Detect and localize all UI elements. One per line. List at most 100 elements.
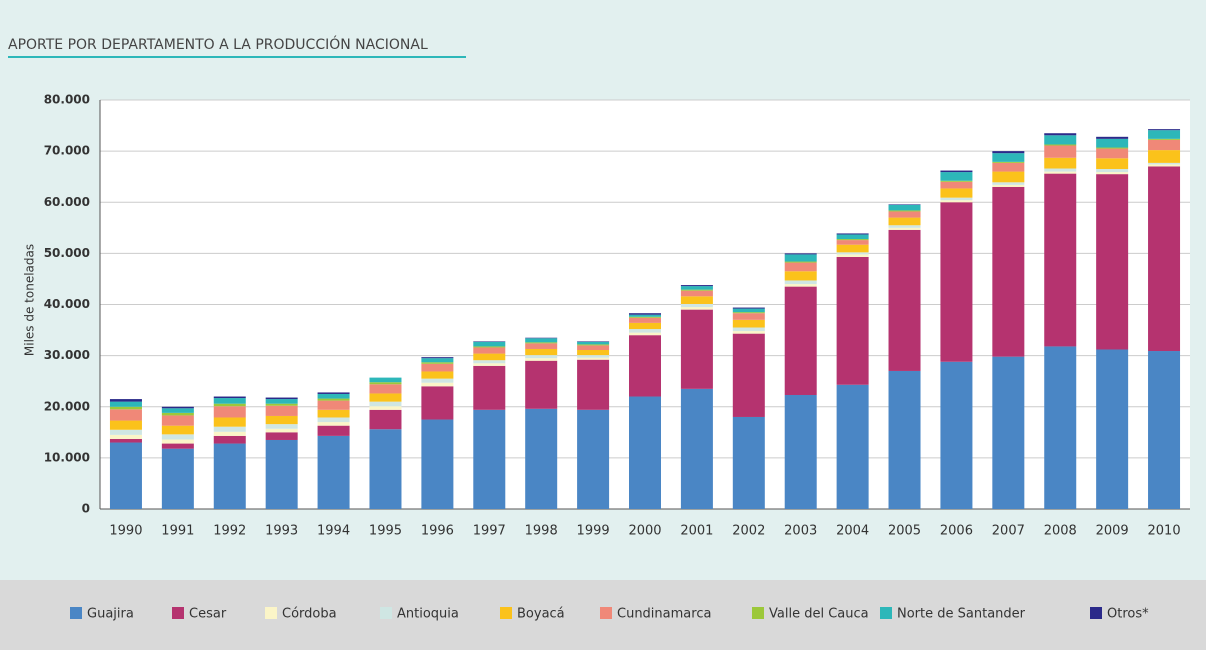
x-tick-label: 1999 (577, 524, 610, 539)
bar-segment (888, 227, 921, 230)
bar-segment (1096, 136, 1129, 139)
bar-segment (732, 327, 765, 332)
bar-segment (732, 307, 765, 309)
bar-segment (680, 289, 713, 291)
bar-segment (680, 290, 713, 297)
bar-segment (421, 358, 454, 363)
bar-segment (992, 356, 1025, 509)
bar-segment (629, 317, 661, 323)
bar-segment (473, 347, 506, 354)
x-tick-label: 2005 (888, 524, 921, 539)
bar-segment (421, 419, 454, 509)
bar-segment (680, 285, 713, 287)
bar-segment (525, 360, 558, 409)
bar-segment (940, 181, 973, 189)
y-tick-label: 80.000 (44, 93, 90, 107)
bar-segment (629, 335, 661, 397)
bar-segment (784, 284, 817, 287)
bar-segment (525, 348, 558, 356)
bar-segment (784, 253, 817, 255)
bar-segment (369, 382, 402, 385)
bar-segment (1044, 346, 1077, 509)
bar-segment (992, 153, 1025, 162)
bar-segment (940, 197, 973, 201)
x-tick-label: 2001 (680, 524, 713, 539)
bar-segment (161, 406, 194, 409)
bar-segment (473, 360, 506, 364)
bar-segment (680, 286, 713, 290)
bar-segment (888, 211, 921, 218)
bar-segment (265, 439, 298, 509)
y-tick-label: 30.000 (44, 348, 90, 362)
x-tick-label: 1997 (473, 524, 506, 539)
bar-segment (836, 239, 869, 241)
bar-segment (421, 371, 454, 379)
x-tick-label: 2009 (1096, 524, 1129, 539)
bar-segment (680, 303, 713, 308)
bar-segment (213, 398, 246, 404)
bar-segment (577, 359, 610, 410)
bar-segment (836, 254, 869, 257)
x-tick-label: 2007 (992, 524, 1025, 539)
bar-segment (265, 399, 298, 404)
bar-segment (992, 162, 1025, 172)
bar-segment (888, 204, 921, 205)
bar-segment (473, 341, 506, 347)
bar-segment (369, 401, 402, 407)
x-tick-label: 2008 (1044, 524, 1077, 539)
bar-segment (577, 355, 610, 358)
bar-segment (732, 313, 765, 320)
bar-segment (1044, 157, 1077, 169)
bar-segment (1044, 168, 1077, 172)
bar-segment (1044, 133, 1077, 136)
bar-segment (161, 415, 194, 426)
legend-label: Córdoba (282, 607, 337, 622)
bar-segment (784, 280, 817, 285)
legend-label: Boyacá (517, 607, 565, 622)
bar-segment (577, 357, 610, 360)
bar-segment (109, 420, 142, 430)
legend-label: Valle del Cauca (769, 607, 869, 622)
bar-segment (1096, 349, 1129, 509)
bar-segment (109, 434, 142, 439)
bar-segment (732, 333, 765, 417)
bar-segment (680, 296, 713, 304)
bar-segment (1096, 158, 1129, 170)
x-tick-label: 1996 (421, 524, 454, 539)
bar-segment (1148, 138, 1181, 140)
y-tick-label: 10.000 (44, 450, 90, 464)
bar-segment (1148, 166, 1181, 352)
bar-segment (629, 322, 661, 330)
bar-segment (317, 425, 350, 436)
bar-segment (369, 406, 402, 410)
bar-segment (1148, 139, 1181, 151)
bar-segment (888, 225, 921, 228)
bar-segment (940, 202, 973, 362)
bar-segment (1096, 174, 1129, 350)
bar-segment (213, 396, 246, 399)
bar-segment (732, 319, 765, 328)
legend-label: Cesar (189, 607, 227, 622)
bar-segment (525, 408, 558, 509)
bar-segment (265, 428, 298, 433)
bar-segment (369, 384, 402, 394)
bar-segment (369, 377, 402, 383)
bar-segment (369, 393, 402, 402)
bar-segment (161, 408, 194, 413)
x-tick-label: 1994 (317, 524, 350, 539)
bar-segment (784, 286, 817, 395)
bar-segment (680, 307, 713, 310)
bar-segment (473, 363, 506, 366)
bar-segment (317, 422, 350, 426)
bar-segment (992, 171, 1025, 183)
bar-segment (577, 345, 610, 351)
bar-segment (992, 184, 1025, 187)
bar-segment (1044, 173, 1077, 347)
bar-segment (836, 252, 869, 255)
legend-label: Otros* (1107, 607, 1149, 622)
legend-swatch (600, 607, 612, 619)
bar-segment (265, 432, 298, 440)
bar-segment (525, 342, 558, 344)
bar-segment (888, 204, 921, 211)
